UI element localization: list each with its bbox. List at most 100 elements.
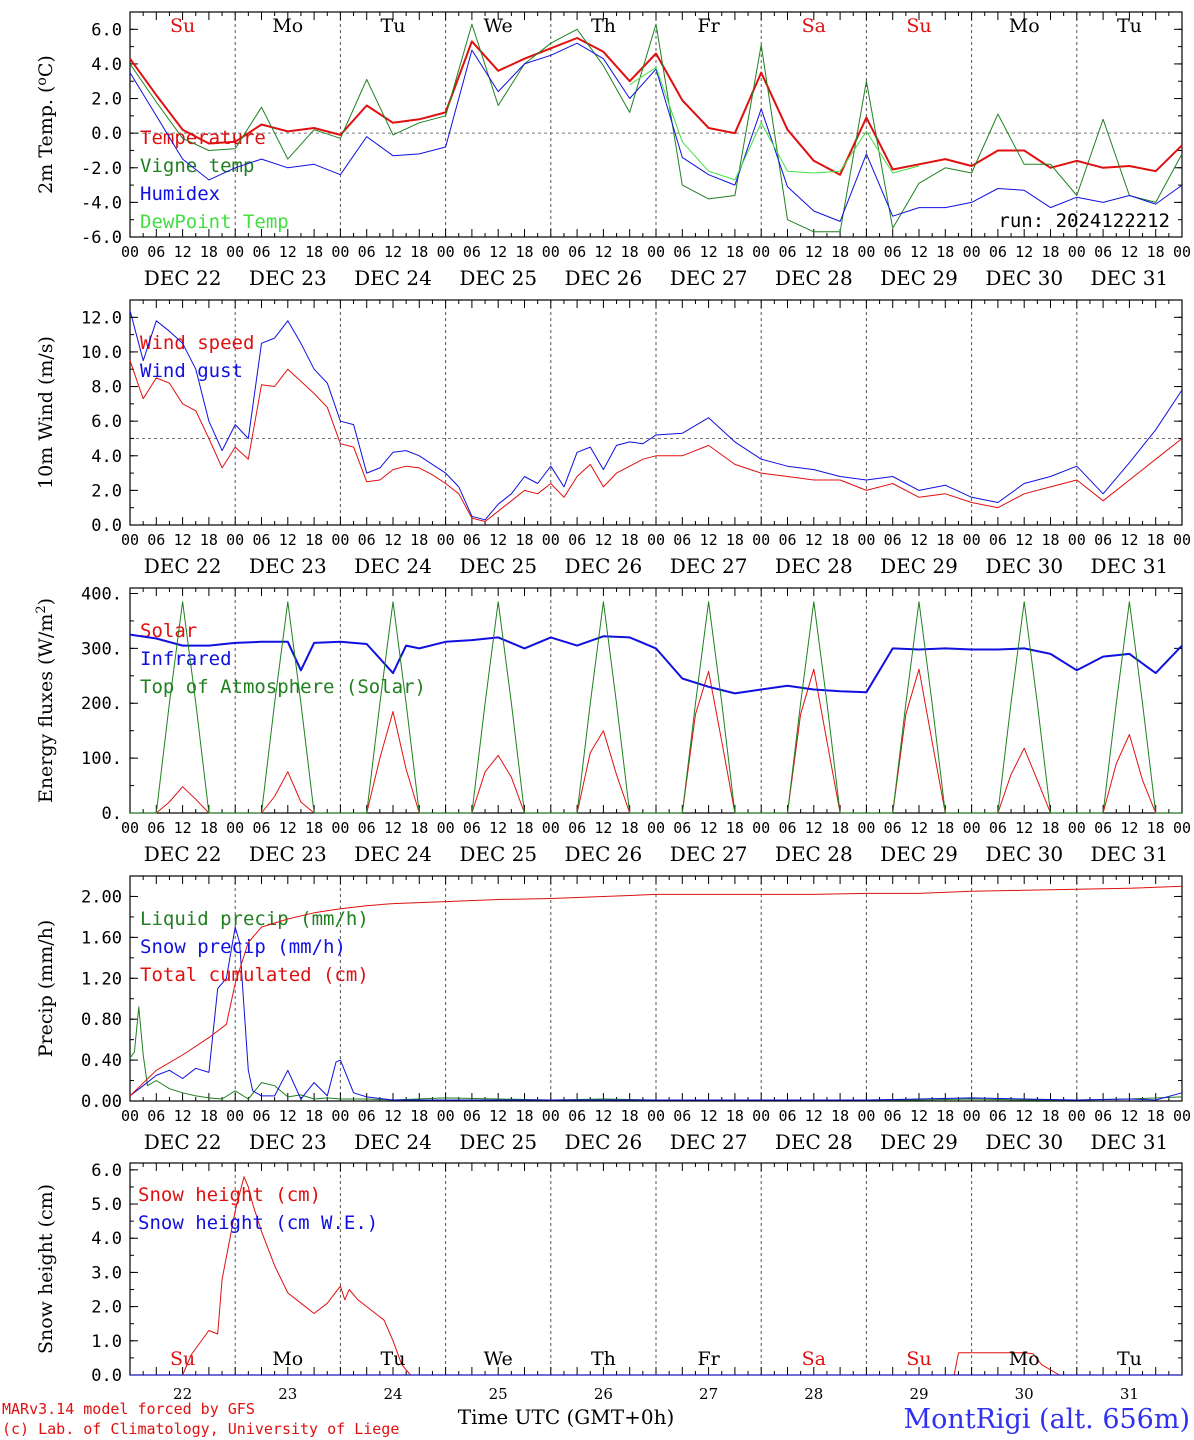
y-tick-label: 0.00: [81, 1092, 122, 1112]
hour-tick-label: 00: [647, 531, 665, 549]
hour-tick-label: 06: [673, 819, 691, 837]
y-axis-label: 10m Wind (m/s): [35, 336, 57, 489]
weekday-label: Sa: [802, 1348, 826, 1370]
y-tick-label: 3.0: [91, 1263, 122, 1283]
hour-tick-label: 00: [1068, 243, 1086, 261]
hour-tick-label: 12: [805, 531, 823, 549]
legend-entry: Snow precip (mm/h): [140, 936, 346, 958]
hour-tick-label: 00: [857, 819, 875, 837]
hour-tick-label: 00: [857, 1107, 875, 1125]
date-label: DEC 30: [985, 554, 1063, 578]
x-axis-label: Time UTC (GMT+0h): [458, 1405, 675, 1429]
hour-tick-label: 18: [726, 531, 744, 549]
hour-tick-label: 00: [121, 1107, 139, 1125]
hour-tick-label: 18: [410, 819, 428, 837]
date-label: DEC 24: [354, 842, 432, 866]
hour-tick-label: 18: [305, 531, 323, 549]
hour-tick-label: 18: [936, 819, 954, 837]
date-label: DEC 30: [985, 266, 1063, 290]
hour-tick-label: 06: [673, 243, 691, 261]
hour-tick-label: 00: [437, 1107, 455, 1125]
hour-tick-label: 00: [963, 531, 981, 549]
hour-tick-label: 18: [726, 819, 744, 837]
hour-tick-label: 00: [1173, 1107, 1191, 1125]
hour-tick-label: 06: [989, 243, 1007, 261]
panel-frame-temp: [129, 11, 1183, 238]
legend-entry: Snow height (cm): [138, 1184, 321, 1206]
date-label: DEC 24: [354, 266, 432, 290]
hour-tick-label: 06: [673, 531, 691, 549]
date-label: DEC 25: [459, 554, 537, 578]
date-label: DEC 26: [565, 554, 643, 578]
date-label: DEC 27: [670, 266, 748, 290]
weekday-label: Mo: [1009, 15, 1040, 37]
date-label: DEC 26: [565, 842, 643, 866]
hour-tick-label: 12: [384, 819, 402, 837]
hour-tick-label: 18: [621, 819, 639, 837]
weekday-label: Mo: [272, 15, 303, 37]
hour-tick-label: 06: [568, 243, 586, 261]
hour-tick-label: 12: [700, 819, 718, 837]
hour-tick-label: 18: [831, 819, 849, 837]
date-label: DEC 29: [880, 1130, 958, 1154]
series-line-wind-speed: [129, 360, 1183, 522]
hour-tick-label: 18: [515, 819, 533, 837]
y-tick-label: -6.0: [81, 228, 122, 248]
date-label: DEC 29: [880, 842, 958, 866]
weekday-label: Mo: [272, 1348, 303, 1370]
weekday-label: Th: [591, 15, 616, 37]
hour-tick-label: 00: [963, 1107, 981, 1125]
hour-tick-label: 00: [226, 243, 244, 261]
hour-tick-label: 06: [1094, 243, 1112, 261]
date-label: DEC 26: [565, 266, 643, 290]
hour-tick-label: 18: [1041, 1107, 1059, 1125]
y-tick-label: 0.80: [81, 1010, 122, 1030]
y-tick-label: -2.0: [81, 159, 122, 179]
day-number-label: 30: [1015, 1385, 1034, 1403]
hour-tick-label: 00: [647, 1107, 665, 1125]
hour-tick-label: 00: [857, 531, 875, 549]
hour-tick-label: 00: [857, 243, 875, 261]
hour-tick-label: 06: [463, 531, 481, 549]
hour-tick-label: 06: [884, 531, 902, 549]
hour-tick-label: 00: [1068, 1107, 1086, 1125]
model-credit: MARv3.14 model forced by GFS: [2, 1400, 255, 1418]
hour-tick-label: 18: [1147, 819, 1165, 837]
day-number-label: 25: [489, 1385, 508, 1403]
weekday-label: Su: [170, 15, 195, 37]
hour-tick-label: 06: [358, 819, 376, 837]
panel-frame-wind: [129, 299, 1183, 526]
legend-entry: DewPoint Temp: [140, 211, 289, 233]
hour-tick-label: 18: [621, 531, 639, 549]
date-label: DEC 25: [459, 842, 537, 866]
y-tick-label: 5.0: [91, 1195, 122, 1215]
hour-tick-label: 12: [279, 1107, 297, 1125]
date-label: DEC 23: [249, 554, 327, 578]
legend-entry: Snow height (cm W.E.): [138, 1212, 378, 1234]
date-label: DEC 25: [459, 1130, 537, 1154]
hour-tick-label: 06: [147, 819, 165, 837]
hour-tick-label: 00: [1068, 531, 1086, 549]
y-tick-label: 0.0: [91, 124, 122, 144]
hour-tick-label: 12: [489, 531, 507, 549]
hour-tick-label: 06: [989, 1107, 1007, 1125]
date-label: DEC 24: [354, 554, 432, 578]
hour-tick-label: 00: [331, 531, 349, 549]
hour-tick-label: 00: [542, 531, 560, 549]
hour-tick-label: 06: [778, 531, 796, 549]
date-label: DEC 22: [144, 266, 222, 290]
hour-tick-label: 12: [594, 243, 612, 261]
hour-tick-label: 18: [200, 243, 218, 261]
hour-tick-label: 12: [489, 819, 507, 837]
weekday-label: We: [484, 15, 513, 37]
hour-tick-label: 00: [963, 819, 981, 837]
day-number-label: 31: [1120, 1385, 1139, 1403]
hour-tick-label: 06: [358, 243, 376, 261]
hour-tick-label: 18: [515, 531, 533, 549]
y-axis-label: 2m Temp. (oC): [34, 55, 57, 194]
hour-tick-label: 18: [936, 1107, 954, 1125]
hour-tick-label: 12: [384, 531, 402, 549]
hour-tick-label: 12: [489, 1107, 507, 1125]
hour-tick-label: 12: [910, 1107, 928, 1125]
